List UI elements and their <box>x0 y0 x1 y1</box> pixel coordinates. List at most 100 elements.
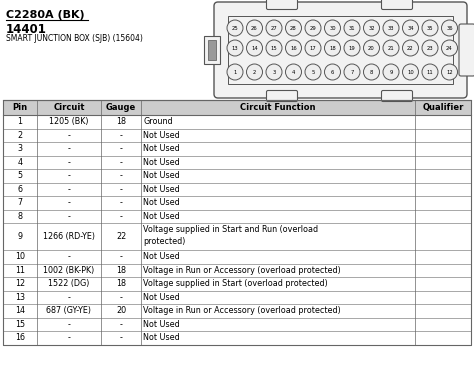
Circle shape <box>383 20 399 36</box>
Text: 29: 29 <box>310 26 316 31</box>
Text: 13: 13 <box>232 45 238 51</box>
Text: -: - <box>68 198 71 207</box>
Text: Not Used: Not Used <box>143 333 180 342</box>
Text: 34: 34 <box>407 26 414 31</box>
Circle shape <box>383 64 399 80</box>
Text: -: - <box>120 185 123 194</box>
Text: -: - <box>120 144 123 153</box>
Text: 19: 19 <box>348 45 356 51</box>
Text: 24: 24 <box>446 45 453 51</box>
Bar <box>208 40 216 60</box>
Text: -: - <box>68 131 71 140</box>
Text: Not Used: Not Used <box>143 171 180 180</box>
Text: 11: 11 <box>427 70 433 74</box>
Bar <box>3 155 471 169</box>
FancyBboxPatch shape <box>382 0 412 10</box>
Circle shape <box>364 40 380 56</box>
Circle shape <box>441 40 457 56</box>
Circle shape <box>344 64 360 80</box>
Bar <box>3 277 471 291</box>
Text: -: - <box>120 320 123 329</box>
Text: 26: 26 <box>251 26 258 31</box>
Text: 9: 9 <box>389 70 392 74</box>
Text: 16: 16 <box>290 45 297 51</box>
Text: -: - <box>120 333 123 342</box>
Circle shape <box>227 20 243 36</box>
FancyBboxPatch shape <box>382 90 412 102</box>
Text: 687 (GY-YE): 687 (GY-YE) <box>46 306 91 315</box>
Text: 8: 8 <box>370 70 373 74</box>
Text: Circuit: Circuit <box>53 103 85 112</box>
Bar <box>3 128 471 142</box>
Text: Qualifier: Qualifier <box>422 103 464 112</box>
Text: 31: 31 <box>349 26 356 31</box>
Text: protected): protected) <box>143 237 185 246</box>
Bar <box>3 331 471 344</box>
Circle shape <box>285 20 301 36</box>
Circle shape <box>325 20 340 36</box>
Text: 12: 12 <box>15 279 25 288</box>
Text: 33: 33 <box>388 26 394 31</box>
Text: 10: 10 <box>407 70 414 74</box>
Text: 22: 22 <box>407 45 414 51</box>
Text: 17: 17 <box>310 45 316 51</box>
Text: 18: 18 <box>329 45 336 51</box>
Text: 2: 2 <box>253 70 256 74</box>
Circle shape <box>266 64 282 80</box>
FancyBboxPatch shape <box>459 24 474 76</box>
Text: 7: 7 <box>17 198 22 207</box>
Circle shape <box>227 40 243 56</box>
Text: 1: 1 <box>233 70 237 74</box>
Text: 4: 4 <box>18 158 22 167</box>
Text: SMART JUNCTION BOX (SJB) (15604): SMART JUNCTION BOX (SJB) (15604) <box>6 34 143 43</box>
Text: Pin: Pin <box>12 103 27 112</box>
Text: -: - <box>120 212 123 221</box>
Text: -: - <box>68 320 71 329</box>
Text: 14: 14 <box>15 306 25 315</box>
Text: Voltage supplied in Start (overload protected): Voltage supplied in Start (overload prot… <box>143 279 328 288</box>
Text: 35: 35 <box>427 26 433 31</box>
Circle shape <box>246 64 263 80</box>
Text: 12: 12 <box>446 70 453 74</box>
Text: 18: 18 <box>116 266 126 275</box>
Circle shape <box>325 64 340 80</box>
Text: 6: 6 <box>18 185 22 194</box>
Text: 20: 20 <box>368 45 375 51</box>
Text: 32: 32 <box>368 26 375 31</box>
Text: 25: 25 <box>232 26 238 31</box>
Text: 14: 14 <box>251 45 258 51</box>
Circle shape <box>402 40 419 56</box>
Text: 5: 5 <box>311 70 315 74</box>
Text: Not Used: Not Used <box>143 293 180 302</box>
Text: -: - <box>68 171 71 180</box>
Text: -: - <box>68 185 71 194</box>
Circle shape <box>285 64 301 80</box>
Bar <box>3 304 471 317</box>
Bar <box>3 100 471 344</box>
Text: 13: 13 <box>15 293 25 302</box>
Text: 15: 15 <box>271 45 277 51</box>
Circle shape <box>383 40 399 56</box>
FancyBboxPatch shape <box>204 36 220 64</box>
Text: -: - <box>120 252 123 261</box>
Bar <box>3 115 471 128</box>
Text: 28: 28 <box>290 26 297 31</box>
Circle shape <box>246 20 263 36</box>
Circle shape <box>422 64 438 80</box>
Bar <box>3 250 471 263</box>
Text: Circuit Function: Circuit Function <box>240 103 316 112</box>
Text: -: - <box>120 198 123 207</box>
Text: 16: 16 <box>15 333 25 342</box>
Text: 14401: 14401 <box>6 23 47 36</box>
Text: Voltage in Run or Accessory (overload protected): Voltage in Run or Accessory (overload pr… <box>143 266 341 275</box>
Text: -: - <box>120 171 123 180</box>
FancyBboxPatch shape <box>266 0 298 10</box>
Text: 30: 30 <box>329 26 336 31</box>
Bar <box>3 169 471 183</box>
Bar <box>3 142 471 155</box>
Circle shape <box>266 40 282 56</box>
Bar <box>3 291 471 304</box>
Text: Not Used: Not Used <box>143 198 180 207</box>
Circle shape <box>344 20 360 36</box>
Text: Gauge: Gauge <box>106 103 137 112</box>
